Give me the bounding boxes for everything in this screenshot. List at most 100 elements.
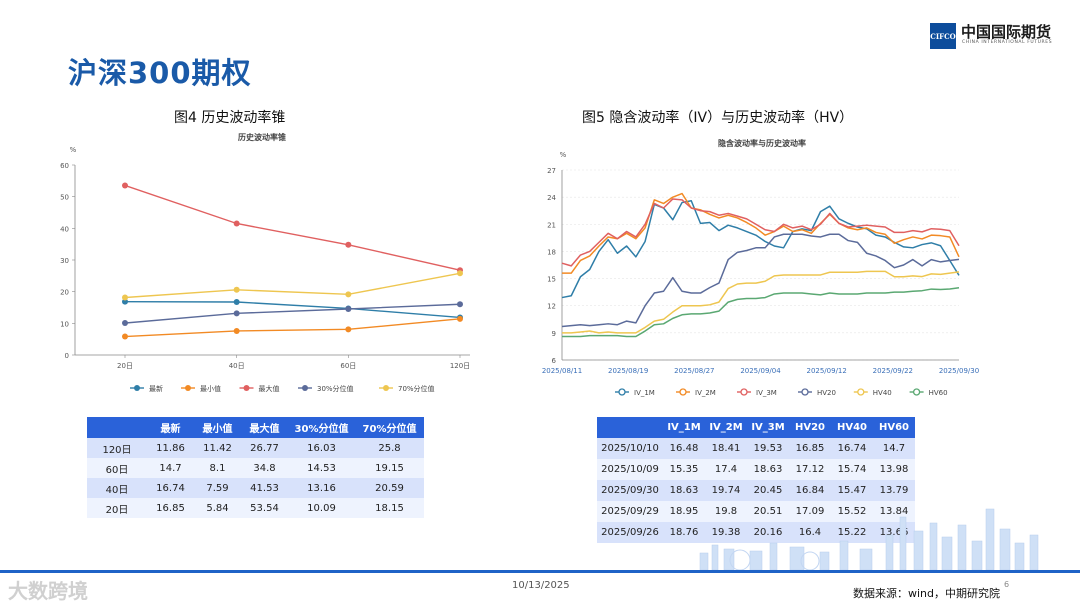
logo-cn-text: 中国国际期货 — [961, 23, 1052, 41]
legend-swatch-dot — [185, 385, 191, 391]
x-tick-label: 60日 — [340, 362, 356, 370]
data-point-最小值 — [345, 326, 352, 333]
table-cell: 15.74 — [831, 459, 873, 480]
table-row: 60日 14.7 8.1 34.8 14.53 19.15 — [87, 458, 424, 478]
table-cell: 14.53 — [288, 458, 355, 478]
legend-label: HV40 — [873, 389, 892, 397]
fig5-caption: 图5 隐含波动率（IV）与历史波动率（HV） — [582, 110, 854, 126]
x-tick-label: 2025/08/19 — [608, 367, 648, 375]
y-tick-label: 18 — [547, 248, 556, 256]
y-tick-label: 20 — [60, 289, 69, 297]
table-cell: 20.16 — [747, 522, 789, 543]
legend-label: IV_2M — [695, 389, 716, 397]
series-line-最小值 — [124, 318, 461, 338]
table-header-cell: 70%分位值 — [355, 417, 424, 438]
y-tick-label: 21 — [547, 221, 556, 229]
legend-label: 最新 — [149, 384, 163, 393]
data-point-70%分位值 — [457, 270, 463, 277]
table-cell: 10.09 — [288, 498, 355, 518]
table-cell: 18.76 — [663, 522, 705, 543]
table-cell: 5.84 — [194, 498, 241, 518]
table-cell: 16.84 — [789, 480, 831, 501]
data-point-最大值 — [345, 241, 352, 248]
legend-label: 最小值 — [200, 384, 221, 393]
watermark-text: 大数跨境 — [8, 579, 88, 603]
legend-label: HV60 — [929, 389, 948, 397]
table-header-cell: 最大值 — [241, 417, 288, 438]
series-line-最新 — [124, 300, 461, 319]
data-point-最大值 — [122, 182, 128, 189]
table-cell: 18.15 — [355, 498, 424, 518]
table-header-cell — [87, 417, 147, 438]
table-cell: 13.16 — [288, 478, 355, 498]
logo-en-text: CHINA INTERNATIONAL FUTURES — [962, 40, 1053, 45]
chart-title: 历史波动率锥 — [238, 132, 286, 142]
legend-label: IV_1M — [634, 389, 655, 397]
table-row-label: 120日 — [87, 438, 147, 458]
data-point-30%分位值 — [457, 301, 463, 308]
data-point-30%分位值 — [122, 320, 128, 327]
table-cell: 53.54 — [241, 498, 288, 518]
table-cell: 16.85 — [147, 498, 194, 518]
y-tick-label: 50 — [60, 194, 69, 202]
x-tick-label: 2025/09/22 — [873, 367, 913, 375]
fig4-caption: 图4 历史波动率锥 — [174, 110, 286, 126]
table-header-row: IV_1M IV_2M IV_3M HV20 HV40 HV60 — [597, 417, 915, 438]
logo-mark: CIFCO — [930, 23, 956, 49]
table-cell: 17.12 — [789, 459, 831, 480]
table-cell: 15.35 — [663, 459, 705, 480]
table-cell: 17.09 — [789, 501, 831, 522]
x-tick-label: 20日 — [117, 362, 133, 370]
table-header-row: 最新 最小值 最大值 30%分位值 70%分位值 — [87, 417, 424, 438]
table-header-cell: HV60 — [873, 417, 915, 438]
table-row-label: 2025/09/29 — [597, 501, 663, 522]
data-point-30%分位值 — [345, 305, 352, 312]
y-tick-label: 12 — [547, 303, 556, 311]
table-cell: 19.74 — [705, 480, 747, 501]
iv-hv-chart: 隐含波动率与历史波动率% 6 9 12 15 18 21 24 27 2025/08/11 2025… — [542, 138, 979, 397]
table-row: 2025/09/29 18.95 19.8 20.51 17.09 15.52 13.84 — [597, 501, 915, 522]
table-cell: 19.38 — [705, 522, 747, 543]
table-header-cell: 最新 — [147, 417, 194, 438]
table-row: 120日 11.86 11.42 26.77 16.03 25.8 — [87, 438, 424, 458]
table-cell: 20.45 — [747, 480, 789, 501]
series-line-HV40 — [562, 270, 960, 334]
table-cell: 41.53 — [241, 478, 288, 498]
company-logo: CIFCO 中国国际期货 CHINA INTERNATIONAL FUTURES — [930, 21, 1060, 51]
legend-label: 70%分位值 — [398, 384, 435, 393]
data-point-70%分位值 — [122, 294, 128, 301]
table-cell: 20.59 — [355, 478, 424, 498]
x-tick-label: 2025/09/04 — [740, 367, 781, 375]
data-point-70%分位值 — [345, 291, 352, 298]
table-cell: 16.4 — [789, 522, 831, 543]
table-row: 40日 16.74 7.59 41.53 13.16 20.59 — [87, 478, 424, 498]
y-tick-label: 9 — [552, 330, 556, 338]
table-row: 2025/09/26 18.76 19.38 20.16 16.4 15.22 13.66 — [597, 522, 915, 543]
table-cell: 34.8 — [241, 458, 288, 478]
y-tick-label: 30 — [60, 257, 69, 265]
table-row-label: 2025/09/30 — [597, 480, 663, 501]
table-cell: 7.59 — [194, 478, 241, 498]
table-header-cell: 最小值 — [194, 417, 241, 438]
y-axis-unit: % — [560, 151, 567, 159]
table-cell: 14.7 — [147, 458, 194, 478]
y-axis-unit: % — [70, 146, 77, 154]
x-tick-label: 40日 — [229, 362, 245, 370]
data-point-最新 — [122, 298, 128, 305]
table-row: 2025/10/09 15.35 17.4 18.63 17.12 15.74 13.98 — [597, 459, 915, 480]
table-row-label: 2025/10/10 — [597, 438, 663, 459]
table-row-label: 20日 — [87, 498, 147, 518]
table-header-cell: IV_2M — [705, 417, 747, 438]
iv-hv-table: IV_1M IV_2M IV_3M HV20 HV40 HV60 2025/10/10 16… — [597, 417, 915, 543]
series-line-IV_3M — [561, 198, 960, 267]
table-cell: 11.86 — [147, 438, 194, 458]
x-tick-label: 120日 — [450, 362, 470, 370]
x-tick-label: 2025/09/30 — [939, 367, 979, 375]
table-cell: 16.74 — [147, 478, 194, 498]
legend-swatch-dot — [383, 385, 389, 391]
table-cell: 17.4 — [705, 459, 747, 480]
table-header-cell: HV40 — [831, 417, 873, 438]
legend-label: HV20 — [817, 389, 836, 397]
data-point-最新 — [233, 298, 240, 305]
